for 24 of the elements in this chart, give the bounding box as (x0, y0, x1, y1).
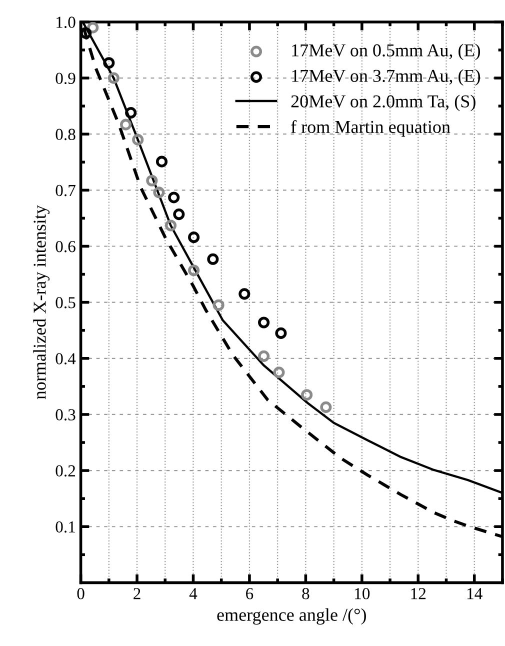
y-tick-label: 0.8 (56, 128, 76, 140)
x-tick-label: 10 (355, 588, 370, 600)
x-tick-label: 4 (189, 588, 198, 600)
x-tick-label: 0 (77, 588, 84, 600)
x-tick-label: 6 (246, 588, 254, 600)
y-tick-label: 0.1 (56, 521, 75, 533)
x-tick-label: 12 (411, 588, 426, 600)
y-tick-label: 0.2 (56, 465, 76, 477)
legend-label: 20MeV on 2.0mm Ta, (S) (291, 94, 476, 112)
y-tick-label: 1.0 (56, 16, 76, 28)
x-axis-title: emergence angle /(°) (217, 608, 366, 625)
y-tick-label: 0.5 (56, 297, 76, 308)
x-tick-label: 2 (134, 588, 140, 600)
x-tick-label: 14 (467, 588, 482, 600)
legend-label: 17MeV on 0.5mm Au, (E) (292, 44, 480, 60)
legend-label: f rom Martin equation (291, 120, 450, 137)
y-tick-label: 0.3 (56, 409, 76, 420)
x-tick-label: 8 (302, 588, 310, 600)
y-axis-title: normalized X-ray intensity (33, 205, 50, 400)
y-tick-label: 0.6 (56, 240, 76, 252)
y-tick-label: 0.4 (56, 353, 76, 364)
y-tick-label: 0.7 (56, 184, 76, 196)
legend-label: 17MeV on 3.7mm Au, (E) (292, 69, 480, 86)
y-tick-label: 0.9 (56, 72, 76, 84)
